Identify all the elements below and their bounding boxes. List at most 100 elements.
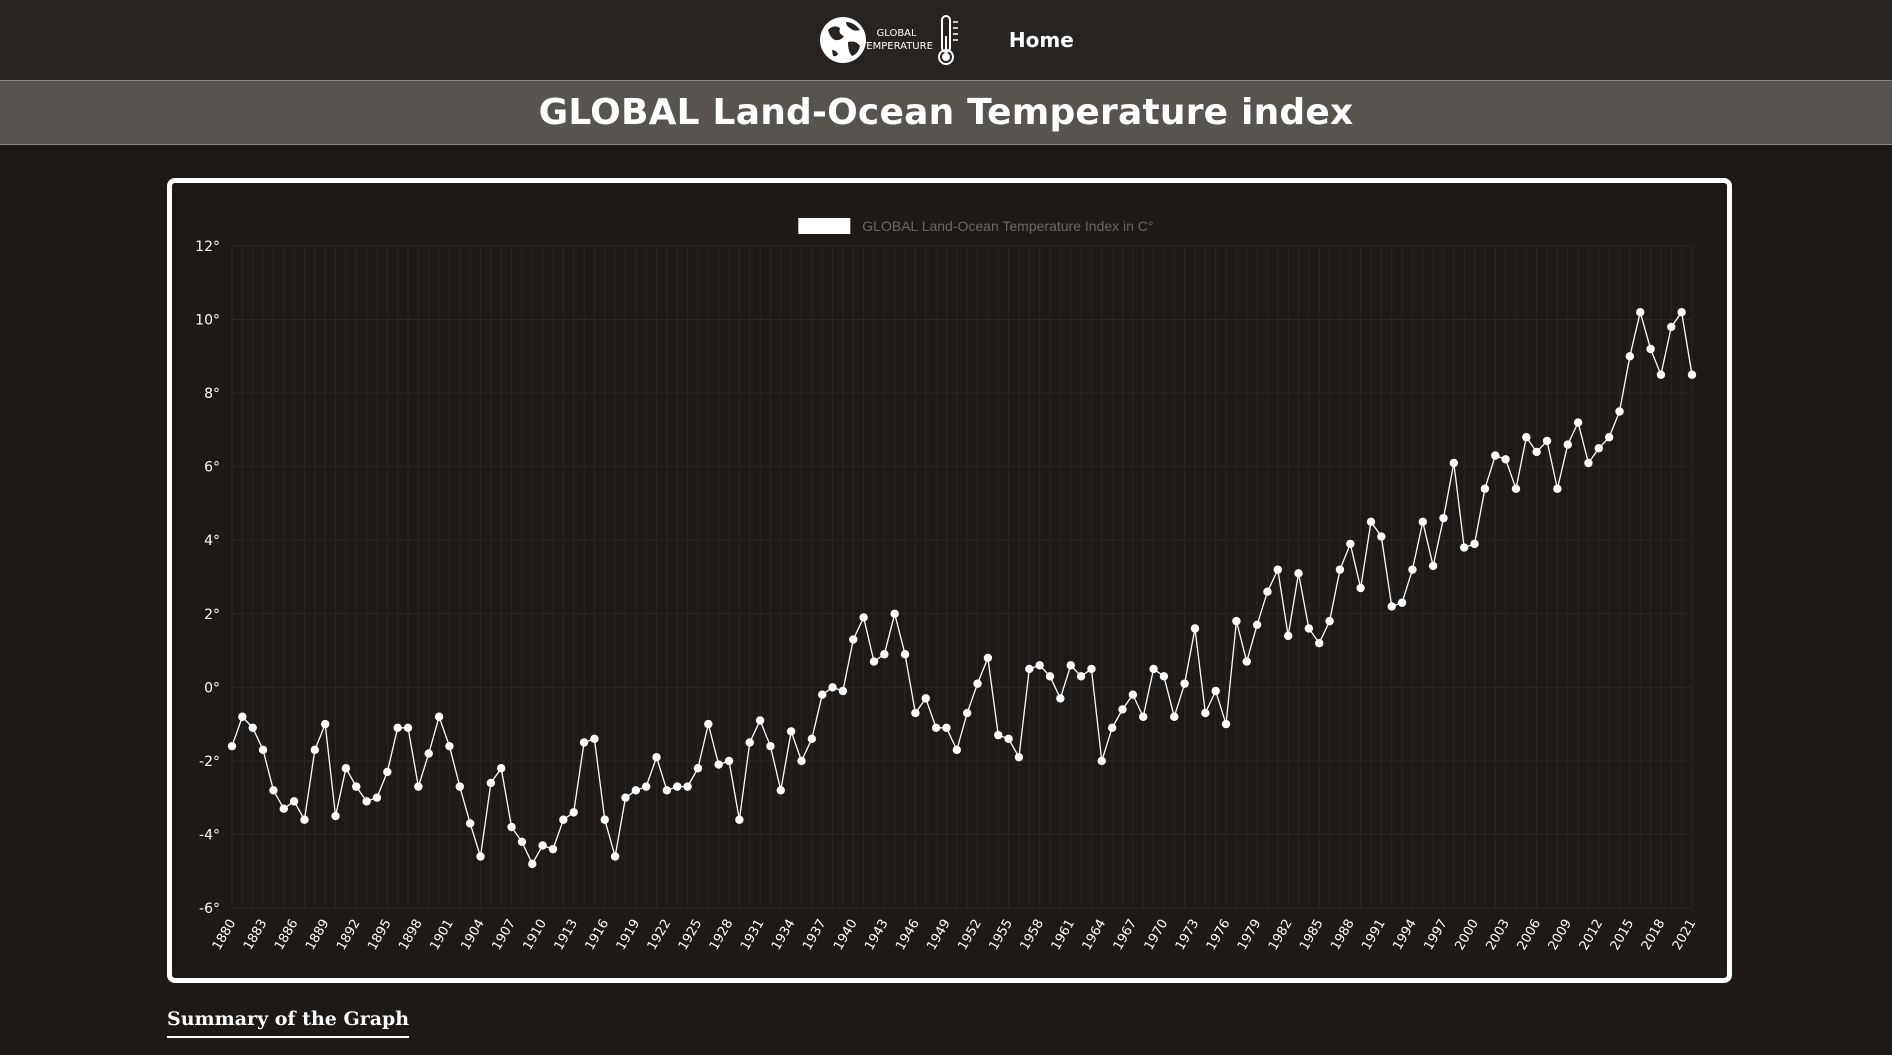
data-point [1242, 657, 1251, 666]
data-point [383, 767, 392, 777]
data-point [1646, 344, 1655, 354]
data-point [269, 786, 278, 795]
series-line [231, 310, 1693, 866]
data-point [745, 738, 754, 747]
x-tick-label: 1967 [1111, 917, 1141, 953]
data-point [1325, 616, 1334, 626]
data-point [755, 716, 765, 725]
y-tick-label: 0° [204, 680, 220, 696]
data-point [1356, 583, 1365, 593]
data-point [548, 844, 558, 854]
data-point [994, 730, 1003, 740]
data-point [1190, 624, 1200, 633]
data-point [1045, 672, 1055, 681]
globe-icon [820, 17, 867, 63]
data-point [952, 745, 962, 755]
data-point [1283, 631, 1293, 641]
data-point [434, 712, 444, 721]
y-tick-label: -2° [199, 754, 220, 770]
data-point [1221, 719, 1231, 729]
data-point [1087, 664, 1096, 674]
x-tick-label: 1892 [334, 917, 364, 953]
data-point [766, 741, 775, 751]
data-point [372, 793, 382, 802]
logo-text: GLOBAL TEMPERATURE [860, 27, 933, 53]
data-point [786, 727, 796, 736]
data-point [1159, 672, 1169, 681]
x-tick-label: 1991 [1359, 917, 1389, 953]
data-point [1501, 455, 1510, 464]
data-point [1470, 539, 1479, 549]
data-point [1573, 418, 1583, 427]
data-point [1014, 753, 1024, 762]
data-point [693, 764, 703, 773]
top-navigation-bar: GLOBAL TEMPERATURE Home [0, 0, 1892, 80]
x-tick-label: 1895 [365, 917, 395, 953]
data-point [1346, 539, 1355, 549]
data-point [1097, 756, 1106, 766]
data-point [1615, 407, 1624, 416]
x-tick-label: 1961 [1049, 917, 1079, 953]
temperature-line-chart: 12° 10° 8° 6° 4° 2° 0° -2° -4° -6°1880 1883 1886 188… [195, 218, 1699, 953]
data-point [641, 782, 651, 791]
data-point [983, 653, 993, 663]
x-tick-label: 2012 [1577, 917, 1607, 953]
data-point [528, 859, 537, 869]
x-tick-label: 1886 [272, 917, 302, 953]
data-point [455, 782, 465, 791]
data-point [1439, 513, 1448, 523]
data-point [1118, 705, 1127, 714]
data-point [414, 782, 423, 791]
x-tick-label: 1958 [1018, 917, 1048, 953]
site-logo[interactable]: GLOBAL TEMPERATURE [818, 8, 961, 72]
data-point [838, 686, 848, 696]
y-tick-label: 8° [204, 386, 220, 402]
data-point [631, 786, 641, 795]
x-tick-label: 1955 [986, 917, 1016, 953]
x-tick-label: 2003 [1483, 917, 1513, 953]
data-point [1139, 712, 1148, 721]
x-tick-label: 1922 [645, 917, 675, 953]
data-point [1677, 308, 1686, 317]
data-point [579, 738, 589, 747]
data-point [1511, 484, 1521, 493]
x-tick-label: 1907 [489, 917, 519, 953]
data-point [610, 852, 620, 861]
data-point [476, 852, 485, 861]
x-tick-label: 1970 [1142, 917, 1172, 953]
data-point [507, 822, 516, 832]
data-point [497, 764, 506, 773]
data-point [486, 778, 496, 788]
data-point [1315, 639, 1324, 648]
data-point [714, 760, 723, 769]
data-point [1604, 433, 1614, 442]
x-tick-label: 1988 [1328, 917, 1358, 953]
data-point [424, 749, 433, 758]
data-point [735, 815, 744, 824]
data-point [673, 782, 682, 791]
data-point [1211, 686, 1220, 696]
data-point [1273, 565, 1283, 574]
x-tick-label: 1901 [427, 917, 457, 953]
x-tick-label: 1949 [924, 917, 954, 953]
data-point [1532, 447, 1541, 457]
data-point [828, 683, 837, 692]
y-tick-label: -4° [199, 827, 220, 843]
x-tick-label: 2018 [1639, 917, 1669, 953]
data-point [1294, 569, 1303, 578]
x-tick-label: 1925 [676, 917, 706, 953]
data-point [248, 723, 257, 732]
data-point [1584, 458, 1593, 468]
x-tick-label: 1940 [831, 917, 861, 953]
y-tick-label: 12° [195, 239, 220, 255]
data-point [1335, 565, 1345, 574]
data-point [1025, 664, 1034, 674]
data-point [818, 690, 827, 699]
data-point [1180, 679, 1189, 688]
x-tick-label: 1964 [1080, 917, 1110, 953]
data-point [1366, 517, 1376, 527]
y-tick-label: 6° [204, 460, 220, 476]
data-point [652, 753, 661, 762]
nav-home-link[interactable]: Home [1008, 28, 1074, 52]
data-point [341, 764, 351, 773]
